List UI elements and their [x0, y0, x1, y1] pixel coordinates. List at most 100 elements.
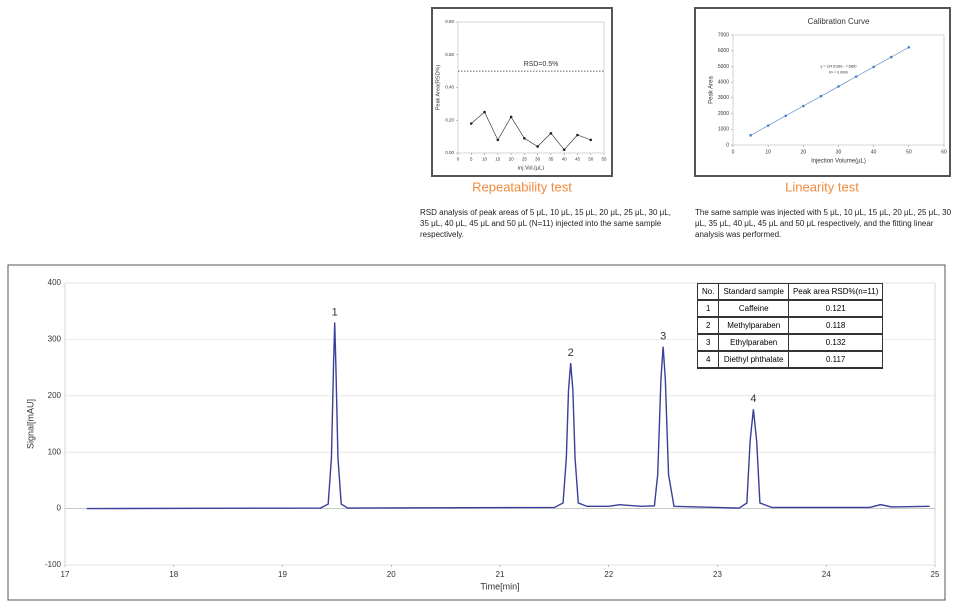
description: RSD analysis of peak areas of 5 μL, 10 μ… — [420, 208, 671, 239]
data-point — [562, 148, 566, 152]
y-tick-label: 100 — [48, 447, 62, 456]
table-cell: Peak area RSD%(n=11) — [787, 283, 884, 301]
x-tick-label: 20 — [801, 149, 807, 155]
x-tick-label: 15 — [495, 157, 501, 162]
reference-label: RSD=0.5% — [524, 61, 559, 68]
y-tick-label: 300 — [48, 335, 62, 344]
chart-frame — [431, 7, 613, 177]
y-tick-label: 0.40 — [445, 85, 454, 90]
x-tick-label: 55 — [601, 157, 607, 162]
table-cell: Standard sample — [718, 283, 789, 301]
y-tick-label: 200 — [48, 391, 62, 400]
x-tick-label: 21 — [496, 570, 505, 579]
y-tick-label: 400 — [48, 278, 62, 287]
table-row: 4 Diethyl phthalate 0.117 — [696, 350, 884, 369]
y-axis-label: Peak Area — [709, 75, 715, 103]
table-row: 2 Methylparaben 0.118 — [696, 316, 884, 335]
annotation: R² = 0.9999 — [829, 70, 847, 74]
x-tick-label: 40 — [871, 149, 877, 155]
y-axis-label: Peak Area(RSD%) — [435, 65, 441, 111]
y-tick-label: 0.00 — [445, 150, 454, 155]
y-tick-label: 0 — [726, 142, 729, 148]
x-tick-label: 60 — [941, 149, 947, 155]
y-tick-label: 6000 — [718, 48, 729, 54]
data-point — [483, 110, 486, 114]
peak-label: 2 — [568, 347, 574, 359]
description: The same sample was injected with 5 μL, … — [695, 208, 952, 239]
y-tick-label: -100 — [45, 560, 62, 569]
data-point — [469, 122, 473, 125]
y-tick-label: 0.60 — [445, 52, 454, 57]
table-cell: Ethylparaben — [718, 333, 789, 352]
caption: Repeatability test — [472, 179, 572, 194]
data-point — [819, 94, 823, 98]
x-axis-label: Time[min] — [480, 581, 519, 591]
chart-frame — [694, 7, 951, 177]
data-point — [802, 104, 805, 108]
data-point — [766, 124, 770, 127]
table-cell: 0.121 — [787, 299, 884, 318]
data-point — [549, 132, 553, 135]
table-cell: 0.132 — [787, 333, 884, 352]
y-tick-label: 1000 — [718, 127, 729, 133]
peak-label: 1 — [332, 306, 338, 318]
data-point — [536, 145, 539, 148]
caption: Linearity test — [785, 179, 859, 194]
data-point — [749, 134, 752, 137]
table-cell: Caffeine — [718, 299, 789, 318]
x-tick-label: 20 — [509, 157, 515, 162]
peak-label: 4 — [750, 393, 756, 405]
x-tick-label: 50 — [588, 157, 594, 162]
x-tick-label: 30 — [836, 149, 842, 155]
table-cell: 4 — [696, 350, 720, 369]
series-line — [86, 322, 930, 510]
x-tick-label: 40 — [562, 157, 568, 162]
x-tick-label: 30 — [535, 157, 541, 162]
y-tick-label: 2000 — [718, 111, 729, 117]
table-cell: 0.117 — [787, 350, 884, 369]
y-tick-label: 5000 — [718, 64, 729, 70]
x-tick-label: 19 — [278, 570, 287, 579]
result-table: No. Standard sample Peak area RSD%(n=11) 1 C… — [696, 283, 884, 369]
x-tick-label: 5 — [470, 157, 473, 162]
x-tick-label: 22 — [604, 570, 613, 579]
data-point — [576, 133, 579, 137]
x-tick-label: 0 — [732, 149, 735, 155]
y-tick-label: 7000 — [718, 32, 729, 38]
x-tick-label: 35 — [548, 157, 554, 162]
data-point — [523, 136, 526, 140]
y-tick-label: 0.20 — [445, 117, 454, 122]
x-tick-label: 25 — [522, 157, 528, 162]
data-point — [854, 75, 858, 78]
x-tick-label: 50 — [906, 149, 912, 155]
x-tick-label: 45 — [575, 157, 581, 162]
data-point — [784, 114, 788, 118]
y-tick-label: 4000 — [718, 79, 729, 85]
x-tick-label: 0 — [457, 157, 460, 162]
x-tick-label: 23 — [713, 570, 722, 579]
table-cell: 2 — [696, 316, 720, 335]
x-tick-label: 20 — [387, 570, 396, 579]
data-point — [872, 65, 875, 69]
y-tick-label: 3000 — [718, 95, 729, 101]
x-axis-label: inj.Vol.(μL) — [518, 165, 544, 171]
series-line — [471, 111, 591, 151]
x-tick-label: 10 — [482, 157, 488, 162]
x-tick-label: 18 — [169, 570, 178, 579]
table-cell: 0.118 — [787, 316, 884, 335]
y-tick-label: 0 — [57, 504, 62, 513]
chart-title: Calibration Curve — [808, 17, 870, 26]
table-cell: Methylparaben — [718, 316, 789, 335]
data-point — [509, 115, 513, 119]
data-point — [889, 55, 893, 59]
data-point — [837, 85, 840, 88]
x-tick-label: 10 — [765, 149, 771, 155]
x-tick-label: 24 — [822, 570, 831, 579]
x-tick-label: 25 — [931, 570, 940, 579]
peak-label: 3 — [660, 331, 666, 343]
table-row: 3 Ethylparaben 0.132 — [696, 333, 884, 352]
table-cell: 3 — [696, 333, 720, 352]
table-cell: 1 — [696, 299, 720, 318]
x-axis-label: Injection Volume(μL) — [811, 159, 866, 165]
